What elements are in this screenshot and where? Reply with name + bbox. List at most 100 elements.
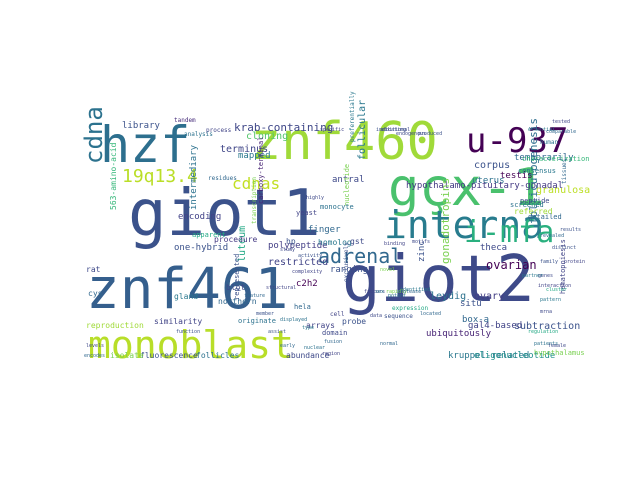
word-56: reproduction: [86, 321, 144, 330]
word-34: theca: [480, 243, 508, 253]
word-71: monocyte: [320, 203, 354, 211]
word-44: gst: [350, 237, 365, 246]
word-95: tested: [552, 119, 571, 125]
word-118: region: [322, 351, 341, 357]
word-144: factors: [364, 289, 386, 295]
word-99: indicating: [376, 127, 407, 133]
word-2: znf461: [86, 257, 289, 322]
word-62: arrays: [306, 321, 335, 330]
word-137: levels: [86, 343, 105, 349]
word-15: cloning: [246, 131, 289, 142]
word-5: gçx-1: [388, 158, 545, 218]
word-67: cys: [88, 289, 103, 298]
word-122: assist: [268, 329, 287, 335]
word-3: znf460: [250, 112, 438, 172]
word-111: family: [540, 259, 559, 265]
word-1: giot2: [342, 243, 535, 317]
word-65: gland: [174, 292, 199, 301]
word-147: protease: [397, 289, 422, 295]
word-124: pattern: [540, 297, 562, 303]
word-110: motifs: [412, 239, 431, 245]
word-54: fluorescence: [140, 351, 198, 360]
word-36: ubiquitously: [426, 329, 492, 339]
word-52: abundance: [286, 351, 330, 360]
word-9: i-mfa: [464, 215, 555, 250]
word-140: analysis: [184, 131, 213, 138]
word-128: complexity: [292, 269, 323, 275]
word-120: displayed: [280, 317, 308, 323]
word-114: fusion: [324, 339, 343, 345]
word-129: regulation: [528, 329, 559, 335]
word-83: apparent: [192, 231, 226, 239]
word-92: endogenous: [396, 131, 427, 137]
word-143: function: [176, 329, 201, 335]
word-20: tandem: [174, 117, 196, 124]
word-101: specific: [320, 127, 345, 133]
word-16: terminus: [220, 144, 269, 155]
word-26: hypothalamo-pituitary-gonadal: [406, 181, 564, 191]
word-139: process: [206, 127, 232, 134]
word-50: oligonucleotide: [474, 351, 556, 361]
word-141: residues: [208, 175, 237, 182]
word-108: early: [280, 343, 296, 349]
word-58: northern: [218, 297, 257, 306]
word-18: encoding: [178, 212, 222, 222]
word-48: box-a: [462, 315, 490, 325]
word-91: tissues: [561, 158, 568, 184]
word-64: originate: [238, 317, 276, 325]
word-12: cdnas: [232, 174, 281, 193]
word-31: ovarian: [486, 258, 537, 272]
word-94: essential: [528, 127, 556, 133]
word-68: procedure: [214, 235, 258, 244]
word-142: highly: [306, 195, 325, 201]
word-93: produced: [418, 131, 443, 137]
word-102: located: [420, 311, 442, 317]
word-61: c2h2: [296, 279, 318, 289]
word-7: interna: [384, 203, 545, 247]
word-136: encodes: [84, 353, 106, 359]
word-127: member: [256, 311, 275, 317]
word-35: subtraction: [514, 321, 581, 332]
word-133: distinct: [552, 245, 577, 251]
word-0: giot1: [128, 177, 321, 251]
word-96: comparable: [546, 129, 577, 135]
word-81: carboxy-terminal: [257, 136, 265, 204]
word-66: rat: [86, 265, 101, 274]
word-126: data: [370, 313, 383, 319]
word-42: finger: [308, 225, 341, 235]
word-55: isolate: [110, 351, 144, 360]
word-84: hela: [294, 303, 311, 311]
word-104: identified: [400, 287, 431, 293]
word-24: temporarily: [514, 153, 574, 163]
word-10: cdna: [80, 106, 108, 164]
word-57: similarity: [154, 317, 203, 326]
word-78: screened: [510, 201, 544, 209]
word-51: hypothalamus: [534, 349, 585, 357]
word-77: detailed: [528, 213, 562, 221]
word-11: 19q13.4: [122, 166, 198, 187]
word-33: leydig: [430, 291, 467, 302]
word-86: preferentially: [349, 91, 356, 142]
word-39: polypeptide: [268, 241, 328, 251]
word-27: follicular: [357, 99, 368, 160]
word-70: nucleotide: [343, 163, 351, 206]
word-53: follicles: [196, 351, 240, 360]
word-73: characterization: [522, 155, 590, 163]
word-82: hp: [286, 237, 296, 246]
word-21: corpus: [474, 160, 511, 171]
word-113: cluster: [546, 287, 568, 293]
word-107: binding: [384, 241, 406, 247]
word-38: one-hybrid: [174, 243, 229, 253]
word-47: situ: [460, 299, 482, 309]
word-74: consensus: [518, 167, 556, 175]
word-63: probe: [342, 317, 367, 326]
word-87: exclusively: [343, 242, 350, 282]
word-103: genes: [538, 273, 554, 279]
word-46: gal4-based: [468, 321, 523, 331]
word-123: structural: [266, 285, 297, 291]
word-14: krab-containing: [234, 121, 334, 134]
word-131: normal: [380, 341, 399, 347]
word-6: monoblast: [88, 323, 294, 367]
word-135: partner: [522, 273, 544, 279]
word-97: female: [548, 343, 567, 349]
